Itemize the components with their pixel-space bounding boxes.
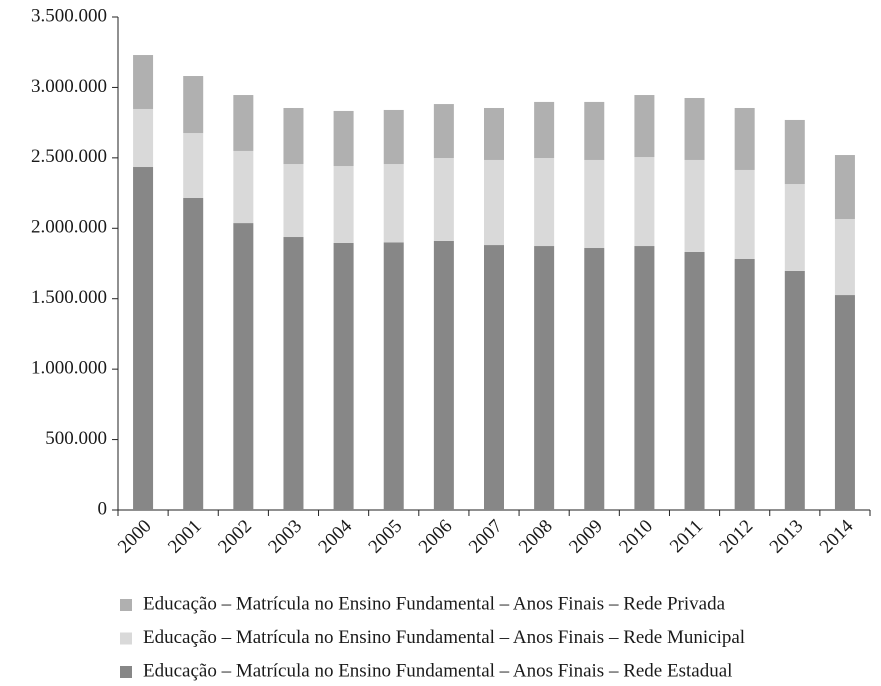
bar-segment <box>734 169 755 259</box>
bar-segment <box>484 245 504 510</box>
x-tick-label: 2009 <box>565 516 607 558</box>
bar-segment <box>133 108 154 168</box>
bar-segment <box>484 159 504 246</box>
y-tick-label: 1.500.000 <box>31 287 107 308</box>
x-tick-label: 2003 <box>264 516 306 558</box>
bar-segment <box>584 101 605 160</box>
bar-segment <box>433 240 454 510</box>
bar-segment <box>333 110 354 167</box>
x-tick-label: 2001 <box>164 516 206 558</box>
bar-segment <box>333 242 354 510</box>
x-tick-label: 2008 <box>515 516 557 558</box>
bar-segment <box>684 159 705 252</box>
bar-segment <box>383 164 404 243</box>
bar-segment <box>784 270 805 510</box>
bar-segment <box>383 109 404 165</box>
bar-segment <box>133 55 154 109</box>
bar-segment <box>283 107 304 165</box>
bar-segment <box>484 107 504 160</box>
bar-segment <box>283 237 304 510</box>
bar-segment <box>183 198 204 510</box>
x-tick-label: 2013 <box>766 516 808 558</box>
bar-segment <box>183 76 204 134</box>
bar-segment <box>433 157 454 241</box>
y-tick-label: 2.000.000 <box>31 217 107 238</box>
bar-segment <box>233 223 254 510</box>
x-tick-label: 2000 <box>114 516 156 558</box>
legend-label: Educação – Matrícula no Ensino Fundament… <box>143 593 726 614</box>
bar-segment <box>734 107 755 170</box>
bar-segment <box>784 184 805 271</box>
x-tick-label: 2010 <box>615 516 657 558</box>
x-tick-label: 2004 <box>314 515 356 557</box>
x-tick-label: 2006 <box>415 516 457 558</box>
legend-swatch <box>120 666 132 678</box>
y-tick-label: 500.000 <box>45 428 107 449</box>
bar-segment <box>383 242 404 510</box>
bar-segment <box>634 95 655 158</box>
x-tick-label: 2002 <box>214 516 256 558</box>
bar-segment <box>584 159 605 249</box>
bar-segment <box>534 101 555 158</box>
bar-segment <box>283 164 304 238</box>
bar-segment <box>584 248 605 510</box>
bar-segment <box>634 246 655 511</box>
bar-segment <box>834 155 855 219</box>
bar-segment <box>634 157 655 247</box>
bar-segment <box>433 104 454 158</box>
y-tick-label: 3.500.000 <box>31 5 107 26</box>
x-tick-label: 2007 <box>465 516 507 558</box>
bar-segment <box>233 150 254 224</box>
y-tick-label: 3.000.000 <box>31 76 107 97</box>
y-tick-label: 0 <box>98 498 108 519</box>
x-tick-label: 2011 <box>666 516 707 557</box>
bar-segment <box>834 295 855 510</box>
x-tick-label: 2012 <box>716 516 758 558</box>
bar-segment <box>684 251 705 510</box>
legend-swatch <box>120 632 132 645</box>
x-tick-label: 2014 <box>816 515 858 557</box>
bar-segment <box>534 246 555 511</box>
legend-label: Educação – Matrícula no Ensino Fundament… <box>143 627 745 648</box>
legend-swatch <box>120 599 132 611</box>
bar-segment <box>534 157 555 247</box>
bar-segment <box>784 119 805 185</box>
bar-segment <box>233 95 254 151</box>
bar-segment <box>834 218 855 296</box>
bar-segment <box>333 166 354 243</box>
bar-segment <box>684 97 705 160</box>
legend-label: Educação – Matrícula no Ensino Fundament… <box>143 660 732 681</box>
bar-segment <box>183 133 204 199</box>
y-tick-label: 2.500.000 <box>31 146 107 167</box>
y-tick-label: 1.000.000 <box>31 358 107 379</box>
bar-segment <box>133 167 154 510</box>
bar-segment <box>734 258 755 510</box>
x-tick-label: 2005 <box>365 516 407 558</box>
